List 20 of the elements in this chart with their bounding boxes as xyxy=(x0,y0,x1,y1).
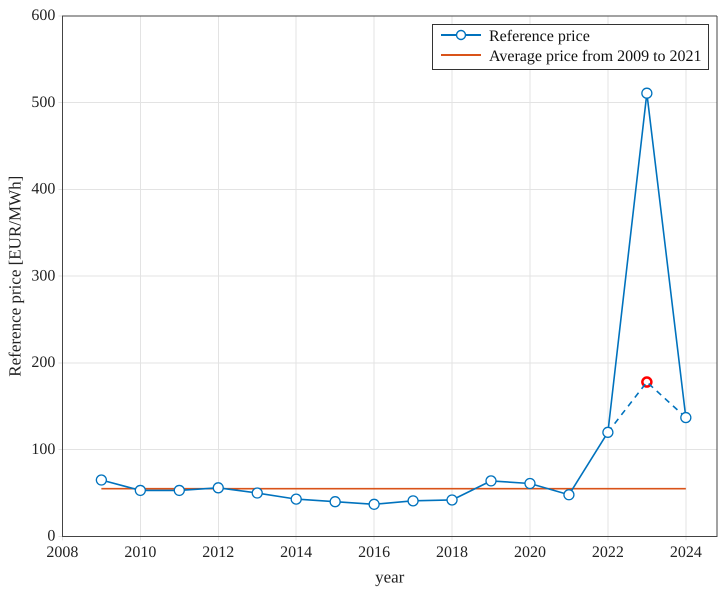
x-tick-label: 2014 xyxy=(280,544,312,562)
x-axis-title: year xyxy=(375,567,405,586)
legend-label: Average price from 2009 to 2021 xyxy=(489,47,702,67)
x-tick-label: 2012 xyxy=(202,544,234,562)
x-tick-label: 2016 xyxy=(358,544,390,562)
y-axis-title: Reference price [EUR/MWh] xyxy=(6,176,25,377)
x-tick-label: 2010 xyxy=(124,544,156,562)
y-tick-label: 200 xyxy=(31,354,56,372)
x-tick-label: 2018 xyxy=(436,544,468,562)
y-tick-label: 300 xyxy=(31,267,56,284)
x-tick-label: 2008 xyxy=(46,544,78,562)
x-tick-label: 2022 xyxy=(592,544,624,562)
y-tick-label: 600 xyxy=(31,7,56,24)
y-tick-label: 500 xyxy=(31,94,56,111)
x-tick-label: 2024 xyxy=(670,544,702,562)
y-tick-label: 400 xyxy=(31,180,56,198)
x-tick-label: 2020 xyxy=(514,544,546,562)
y-tick-label: 100 xyxy=(31,440,56,458)
y-tick-label: 0 xyxy=(47,528,56,545)
legend-label: Reference price xyxy=(489,27,590,47)
